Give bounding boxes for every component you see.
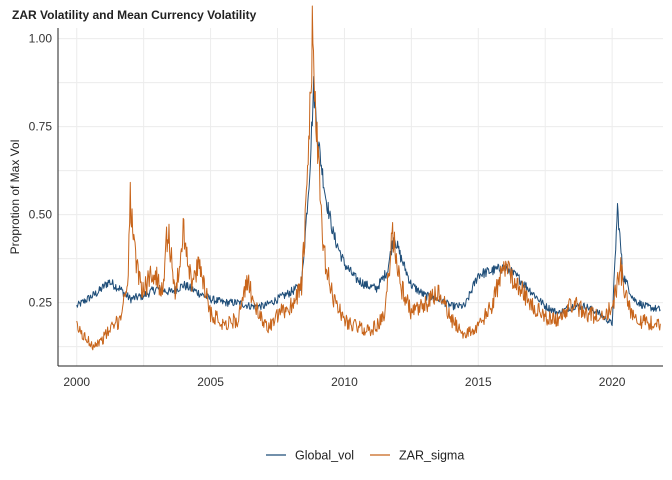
x-tick-label: 2010 <box>331 375 358 389</box>
y-tick-label: 0.75 <box>29 120 53 134</box>
x-tick-label: 2000 <box>63 375 90 389</box>
legend-label-ZAR_sigma: ZAR_sigma <box>399 449 464 463</box>
series-line-ZAR_sigma <box>76 5 661 351</box>
x-tick-label: 2015 <box>465 375 492 389</box>
x-tick-label: 2020 <box>599 375 626 389</box>
y-axis-title: Proprotion of Max Vol <box>8 140 22 255</box>
legend-label-Global_vol: Global_vol <box>295 449 354 463</box>
legend: Global_vol ZAR_sigma <box>266 449 464 463</box>
series-lines <box>76 5 661 351</box>
tick-labels: 2000 2005 2010 2015 2020 0.25 0.50 0.75 1.00 <box>29 32 626 389</box>
y-tick-label: 1.00 <box>29 32 53 46</box>
y-tick-label: 0.25 <box>29 296 53 310</box>
y-tick-label: 0.50 <box>29 208 53 222</box>
chart-title: ZAR Volatility and Mean Currency Volatil… <box>12 8 257 22</box>
series-line-Global_vol <box>76 76 661 327</box>
x-tick-label: 2005 <box>197 375 224 389</box>
grid <box>58 28 663 366</box>
